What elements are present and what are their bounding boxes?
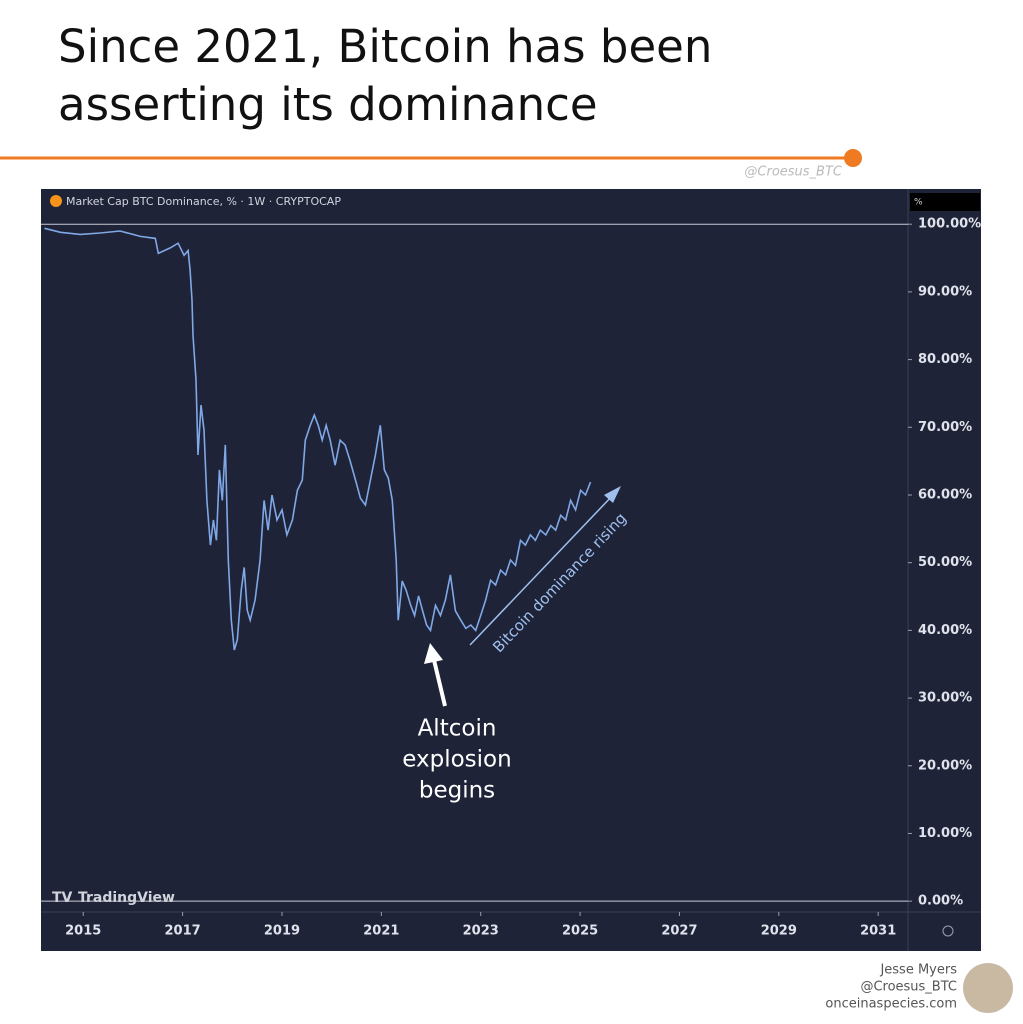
y-unit: %: [914, 198, 923, 208]
y-tick-label: 0.00%: [918, 894, 963, 909]
logo-mark: TV: [52, 890, 73, 906]
y-tick-label: 100.00%: [918, 217, 981, 232]
x-tick-label: 2017: [165, 924, 201, 939]
y-tick-label: 80.00%: [918, 352, 972, 367]
annotation-text: begins: [419, 778, 495, 804]
annotation-text: explosion: [402, 747, 511, 773]
y-tick-label: 40.00%: [918, 623, 972, 638]
x-tick-label: 2031: [860, 924, 896, 939]
watermark: @Croesus_BTC: [744, 165, 843, 180]
logo: TradingView: [78, 890, 175, 906]
y-tick-label: 10.00%: [918, 826, 972, 841]
y-tick-label: 60.00%: [918, 487, 972, 502]
page-title: Since 2021, Bitcoin has been asserting i…: [58, 20, 713, 131]
dominance-line: [44, 227, 592, 651]
y-tick-label: 50.00%: [918, 555, 972, 570]
x-tick-label: 2025: [562, 924, 598, 939]
footer-text: Jesse Myers: [879, 963, 957, 978]
trend-arrow: [469, 493, 615, 646]
y-tick-label: 90.00%: [918, 284, 972, 299]
chart-header: Market Cap BTC Dominance, % · 1W · CRYPT…: [66, 195, 341, 208]
x-tick-label: 2029: [761, 924, 797, 939]
y-tick-label: 20.00%: [918, 758, 972, 773]
chart-panel: [41, 189, 981, 951]
x-tick-label: 2021: [363, 924, 399, 939]
x-tick-label: 2027: [661, 924, 697, 939]
x-tick-label: 2019: [264, 924, 300, 939]
trend-arrowhead: [604, 486, 621, 503]
x-tick-label: 2023: [463, 924, 499, 939]
rule-dot: [844, 149, 862, 167]
avatar: [963, 963, 1013, 1013]
btc-icon: [50, 195, 62, 207]
annotation-arrowhead: [424, 643, 443, 664]
x-tick-label: 2015: [65, 924, 101, 939]
y-tick-label: 30.00%: [918, 691, 972, 706]
annotation-arrow: [432, 659, 447, 707]
y-tick-label: 70.00%: [918, 420, 972, 435]
settings-icon[interactable]: [942, 925, 954, 937]
footer: Jesse Myers @Croesus_BTC onceinaspecies.co…: [825, 963, 957, 1012]
annotation-text: Altcoin: [418, 716, 497, 742]
footer-text: onceinaspecies.com: [825, 997, 957, 1012]
unit-box: [910, 193, 980, 211]
footer-text: @Croesus_BTC: [860, 980, 957, 995]
